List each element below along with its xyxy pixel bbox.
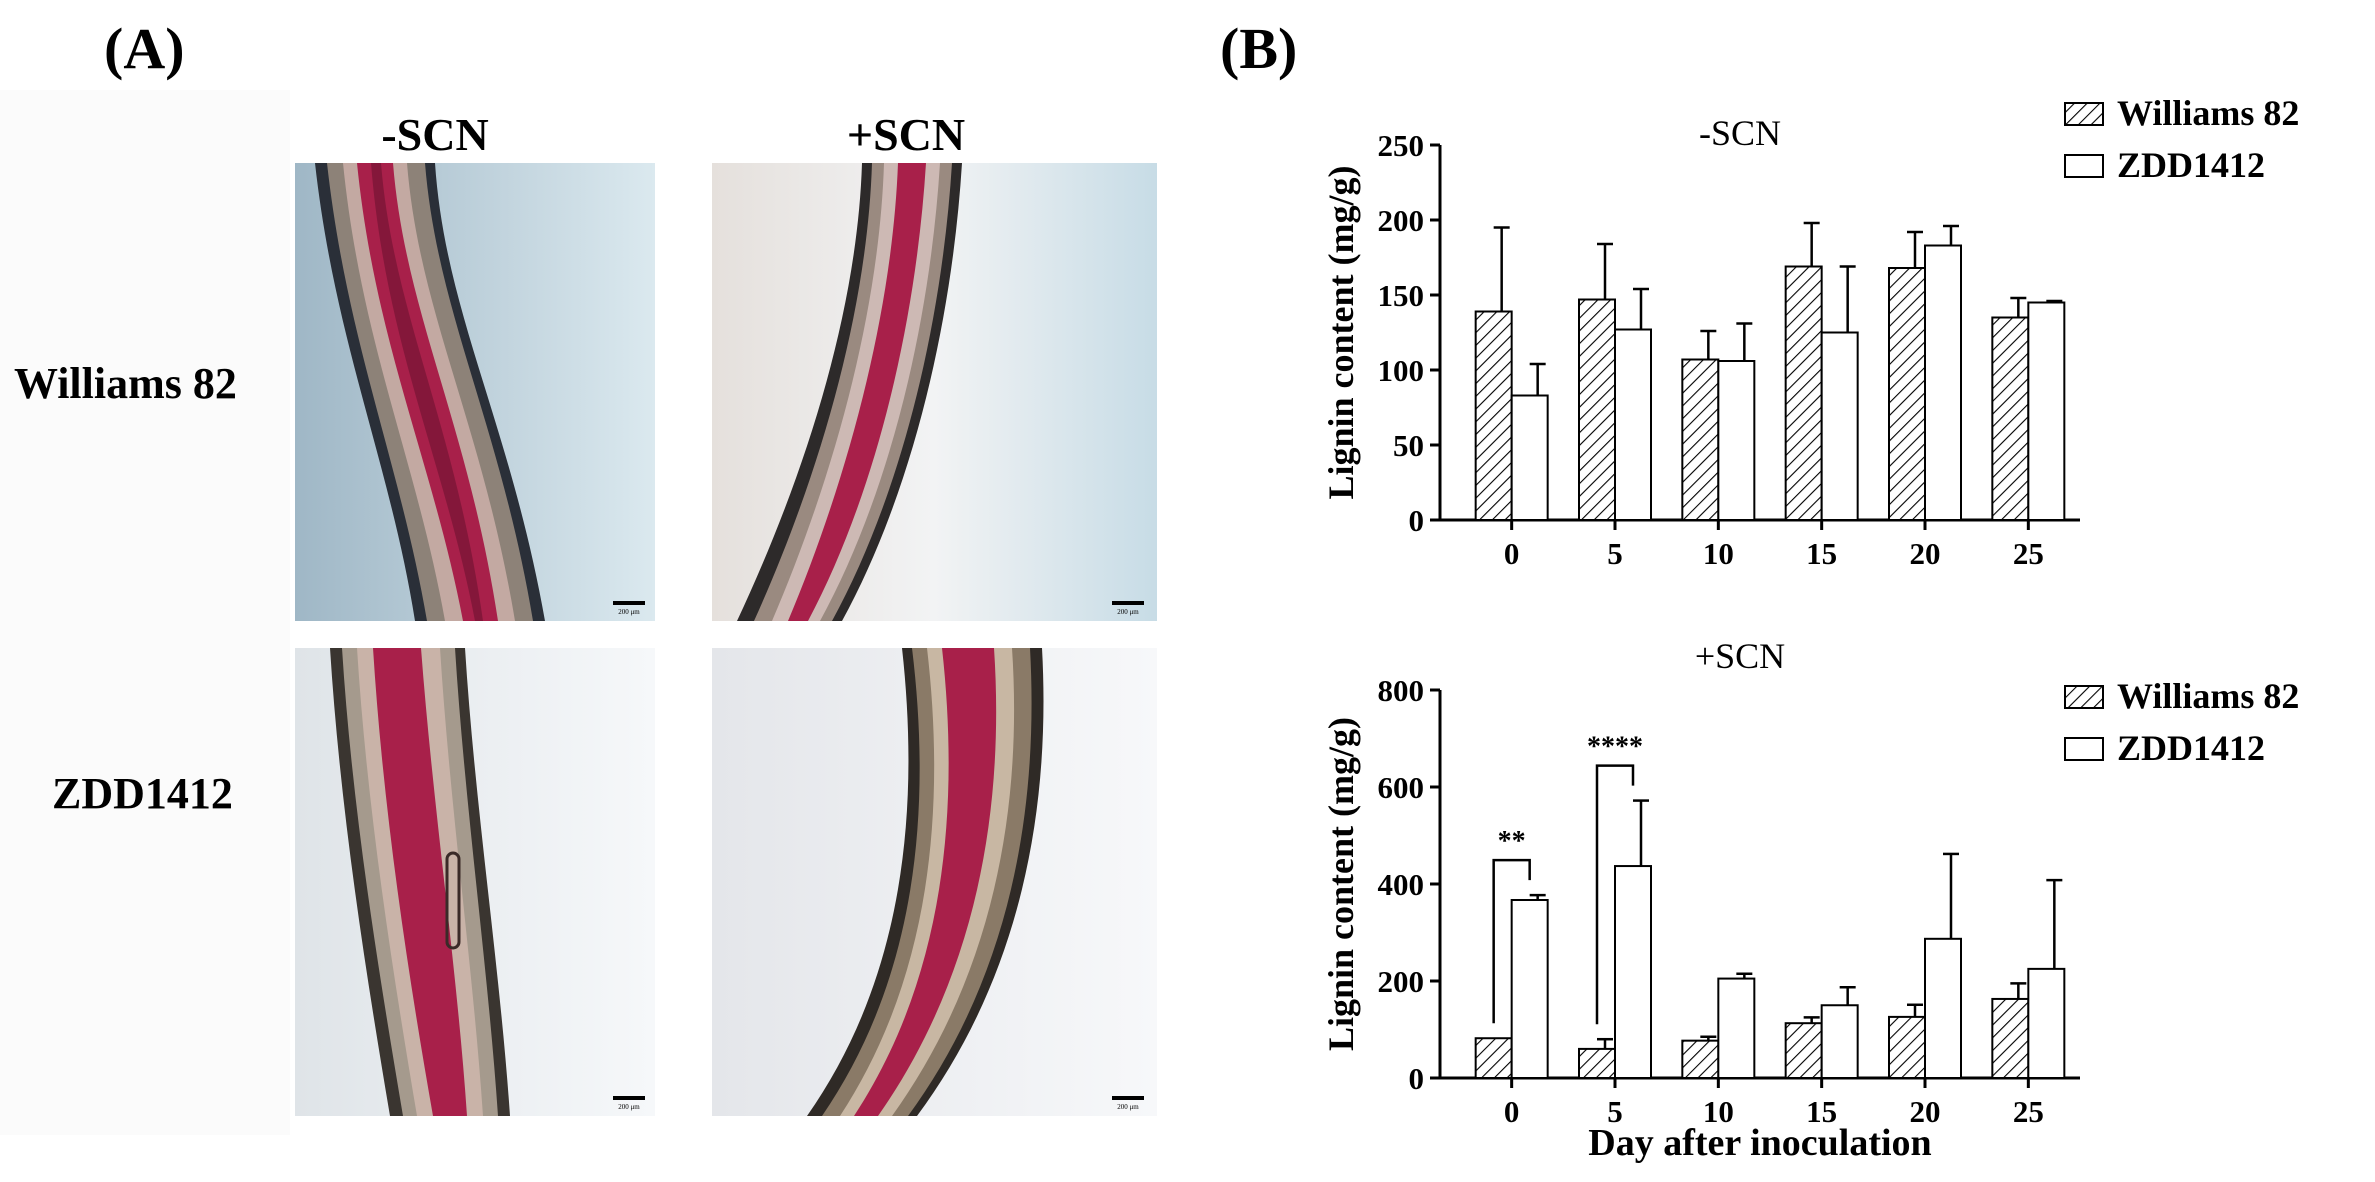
bar-williams-82 xyxy=(1784,1022,1823,1080)
bar-williams-82 xyxy=(1681,1039,1720,1080)
y-tick-label: 200 xyxy=(1378,203,1425,238)
bar-williams-82 xyxy=(1784,265,1823,521)
bar-williams-82 xyxy=(1991,997,2030,1080)
chart-title: -SCN xyxy=(1699,113,1781,153)
scale-bar-label: 200 μm xyxy=(1117,608,1139,616)
micrograph-zdd-plus-scn: 200 μm xyxy=(712,648,1157,1116)
legend-swatch xyxy=(2064,685,2104,709)
bar-williams-82 xyxy=(1578,298,1616,521)
bar-zdd1412 xyxy=(1924,937,1962,1079)
y-tick-label: 400 xyxy=(1378,867,1425,902)
scale-bar-label: 200 μm xyxy=(618,1103,640,1111)
y-tick-label: 100 xyxy=(1378,353,1425,388)
y-tick-label: 800 xyxy=(1378,673,1425,708)
x-tick-label: 15 xyxy=(1806,1094,1837,1129)
y-tick-label: 250 xyxy=(1378,128,1425,163)
significance-label: **** xyxy=(1587,732,1643,763)
bar-zdd1412 xyxy=(1924,244,1962,521)
bar-williams-82 xyxy=(1888,267,1926,521)
scale-bar-label: 200 μm xyxy=(618,608,640,616)
micrograph-williams-plus-scn: 200 μm xyxy=(712,163,1157,621)
significance-label: ** xyxy=(1498,826,1526,857)
column-label-minus-scn: -SCN xyxy=(381,109,489,160)
row-label-zdd1412: ZDD1412 xyxy=(52,769,233,818)
y-tick-label: 50 xyxy=(1393,428,1424,463)
x-tick-label: 0 xyxy=(1504,1094,1520,1129)
significance-bracket xyxy=(1492,858,1531,1024)
bar-zdd1412 xyxy=(1614,865,1652,1079)
bar-williams-82 xyxy=(1991,316,2030,521)
micrograph-williams-minus-scn: 200 μm xyxy=(295,163,655,621)
micrograph-backdrop xyxy=(0,90,290,1135)
micrograph-zdd-minus-scn: 200 μm xyxy=(295,648,655,1116)
legend-swatch xyxy=(2064,154,2104,178)
bar-williams-82 xyxy=(1888,1015,1926,1080)
x-tick-label: 25 xyxy=(2013,536,2044,571)
legend-label: ZDD1412 xyxy=(2117,728,2265,768)
legend-label: ZDD1412 xyxy=(2117,145,2265,185)
bar-zdd1412 xyxy=(1510,899,1549,1079)
y-tick-label: 150 xyxy=(1378,278,1425,313)
column-label-plus-scn: +SCN xyxy=(846,109,966,160)
x-tick-label: 20 xyxy=(1910,1094,1941,1129)
x-tick-label: 10 xyxy=(1703,536,1734,571)
bar-zdd1412 xyxy=(2027,301,2066,521)
bar-zdd1412 xyxy=(1614,328,1652,521)
legend-swatch xyxy=(2064,102,2104,126)
legend-label: Williams 82 xyxy=(2117,93,2299,133)
panel-label-b: (B) xyxy=(1220,16,1298,81)
bar-williams-82 xyxy=(1474,1037,1513,1079)
bar-williams-82 xyxy=(1474,310,1513,521)
y-tick-label: 0 xyxy=(1409,1061,1425,1096)
x-tick-label: 25 xyxy=(2013,1094,2044,1129)
bar-zdd1412 xyxy=(2027,967,2066,1079)
x-tick-label: 5 xyxy=(1607,1094,1623,1129)
bar-zdd1412 xyxy=(1717,360,1756,521)
panel-label-a: (A) xyxy=(104,16,185,81)
bar-zdd1412 xyxy=(1820,331,1859,521)
y-tick-label: 600 xyxy=(1378,770,1425,805)
bar-williams-82 xyxy=(1681,358,1720,521)
significance-bracket xyxy=(1595,764,1635,1025)
x-tick-label: 5 xyxy=(1607,536,1623,571)
chart-title: +SCN xyxy=(1695,636,1785,676)
legend-swatch xyxy=(2064,737,2104,761)
x-tick-label: 15 xyxy=(1806,536,1837,571)
x-tick-label: 0 xyxy=(1504,536,1520,571)
x-tick-label: 10 xyxy=(1703,1094,1734,1129)
legend-label: Williams 82 xyxy=(2117,676,2299,716)
y-tick-label: 0 xyxy=(1409,503,1425,538)
bar-zdd1412 xyxy=(1510,394,1549,521)
y-tick-label: 200 xyxy=(1378,964,1425,999)
row-label-williams-82: Williams 82 xyxy=(14,359,237,408)
scale-bar-label: 200 μm xyxy=(1117,1103,1139,1111)
y-axis-label: Lignin content (mg/g) xyxy=(1321,717,1361,1051)
bar-zdd1412 xyxy=(1820,1004,1859,1079)
bar-zdd1412 xyxy=(1717,977,1756,1080)
x-tick-label: 20 xyxy=(1910,536,1941,571)
bar-williams-82 xyxy=(1578,1047,1616,1080)
x-axis-label: Day after inoculation xyxy=(1588,1122,1931,1164)
y-axis-label: Lignin content (mg/g) xyxy=(1321,165,1361,499)
